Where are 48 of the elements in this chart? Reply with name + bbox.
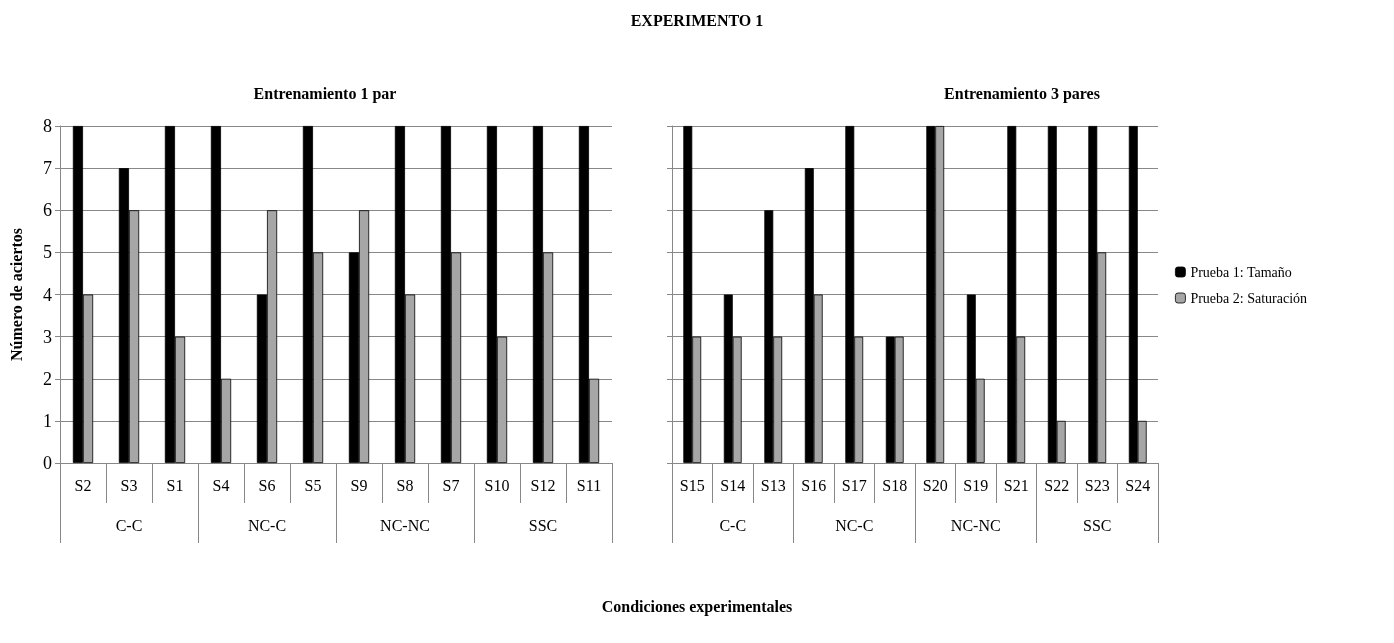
text: NC-C [247, 516, 287, 534]
x-tick-label: S19 [963, 476, 989, 494]
text: EXPERIMENTO 1 [629, 12, 765, 30]
x-tick-label: S4 [212, 476, 230, 494]
x-tick-label: S9 [350, 476, 368, 494]
x-tick-label: S20 [922, 476, 948, 494]
x-tick-label: S23 [1084, 476, 1110, 494]
x-tick-label: S24 [1125, 476, 1151, 494]
y-tick-label: 8 [43, 116, 52, 136]
x-tick-label: S17 [841, 476, 867, 494]
y-tick-label: 5 [43, 242, 52, 263]
x-tick-label: S10 [484, 476, 510, 494]
y-tick-label: 6 [43, 200, 52, 221]
text: NC-NC [380, 516, 430, 534]
y-tick-label: 2 [43, 368, 52, 389]
y-tick-label: 0 [43, 453, 52, 473]
chart-title: Entrenamiento 3 pares [944, 84, 1100, 103]
x-tick-label: S5 [304, 476, 322, 494]
text: SSC [528, 516, 558, 534]
text: SSC [1083, 516, 1112, 534]
y-tick-label: 1 [43, 410, 52, 431]
legend-label: Prueba 1: Tamaño [1190, 264, 1292, 280]
x-tick-label: S3 [120, 476, 138, 494]
x-tick-label: S12 [530, 476, 556, 494]
text: NC-NC [950, 516, 1001, 534]
y-axis-title: Número de aciertos [7, 228, 25, 361]
x-tick-label: S15 [679, 476, 705, 494]
chart-title: Entrenamiento 1 par [253, 84, 397, 103]
text: C-C [115, 516, 143, 534]
x-tick-label: S16 [801, 476, 827, 494]
x-tick-label: S14 [720, 476, 746, 494]
x-tick-label: S21 [1003, 476, 1029, 494]
x-axis-title: Condiciones experimentales [600, 598, 794, 616]
x-tick-label: S1 [166, 476, 184, 494]
text: C-C [719, 516, 747, 534]
x-tick-label: S11 [576, 476, 602, 494]
x-tick-label: S7 [442, 476, 460, 494]
x-tick-label: S8 [396, 476, 414, 494]
y-tick-label: 7 [43, 158, 52, 179]
text: NC-C [835, 516, 874, 534]
x-tick-label: S18 [882, 476, 908, 494]
legend-label: Prueba 2: Saturación [1190, 290, 1308, 306]
x-tick-label: S6 [258, 476, 276, 494]
x-tick-label: S2 [74, 476, 92, 494]
x-tick-label: S22 [1044, 476, 1070, 494]
x-tick-label: S13 [760, 476, 786, 494]
y-tick-label: 3 [43, 326, 52, 347]
y-tick-label: 4 [43, 284, 52, 305]
